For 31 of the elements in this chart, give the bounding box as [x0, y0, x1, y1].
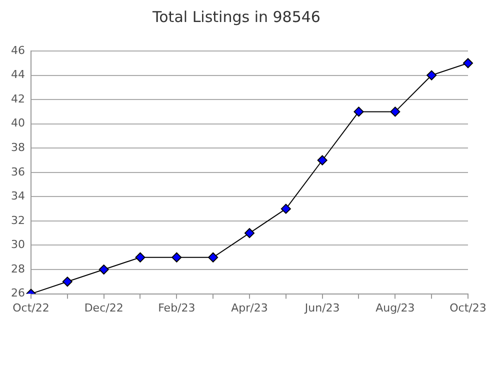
point: [426, 70, 437, 80]
point: [98, 264, 109, 275]
x-tick-label: Jun/23: [304, 301, 340, 314]
point: [280, 204, 291, 214]
y-tick-label: 36: [10, 165, 25, 178]
x-tick-label: Oct/23: [450, 301, 486, 314]
point: [317, 155, 328, 166]
x-tick-label: Feb/23: [158, 301, 196, 314]
y-tick-label: 46: [10, 44, 25, 57]
point: [135, 252, 146, 262]
point: [390, 106, 400, 117]
y-tick-label: 40: [10, 116, 25, 130]
point: [463, 58, 473, 68]
y-tick-label: 34: [10, 190, 25, 203]
y-tick-label: 32: [10, 214, 25, 227]
y-tick-label: 44: [10, 68, 25, 82]
chart-title: Total Listings in 98546: [152, 8, 320, 26]
point: [244, 228, 254, 238]
y-tick-label: 28: [10, 262, 25, 276]
y-tick-label: 30: [10, 238, 25, 252]
point: [62, 276, 72, 287]
x-tick-label: Aug/23: [376, 301, 415, 314]
x-tick-label: Apr/23: [231, 301, 268, 314]
x-tick-label: Dec/22: [84, 301, 124, 314]
y-tick-label: 26: [10, 286, 25, 300]
y-tick-label: 42: [10, 92, 25, 106]
x-tick-label: Oct/22: [12, 301, 50, 314]
point: [172, 252, 182, 262]
point: [208, 252, 218, 262]
point: [354, 106, 364, 117]
y-tick-label: 38: [10, 140, 25, 154]
